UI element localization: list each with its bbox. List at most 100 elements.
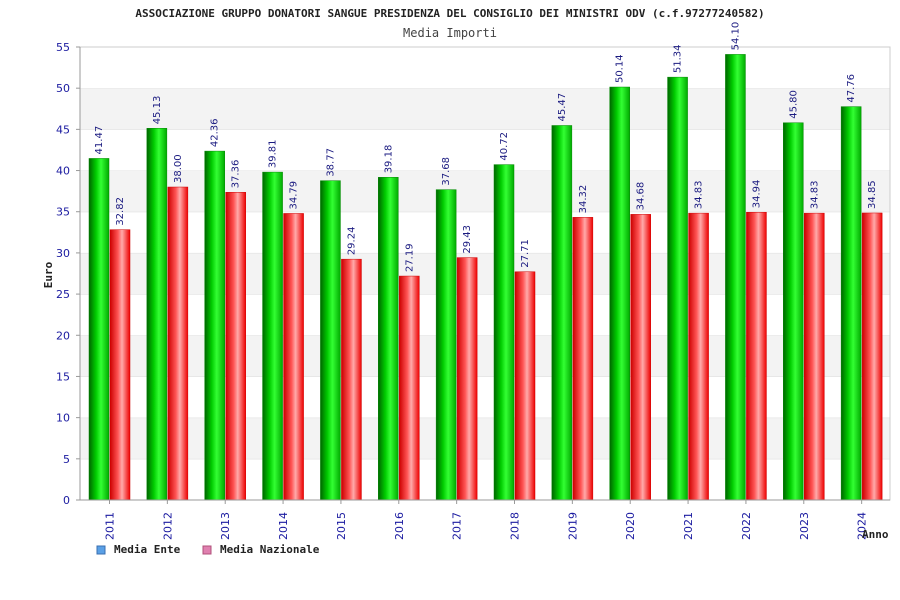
y-axis-label: Euro: [42, 261, 55, 288]
bar-media-nazionale-2020: [630, 214, 651, 501]
bar-media-ente-2013: [204, 150, 225, 501]
grid-band: [80, 211, 890, 253]
bar-media-ente-2017: [435, 189, 457, 501]
y-axis: 0 5 10 15 20 25 30 35 40 45 50 55: [56, 41, 81, 507]
chart-subtitle: Media Importi: [403, 26, 497, 40]
y-tick-label: 40: [56, 165, 70, 178]
bars: 41.47 32.82 45.13 38.00 42.36 37.36 39.81 34.79…: [88, 22, 883, 501]
bar-media-nazionale-2018: [514, 271, 536, 501]
grid-band: [80, 129, 890, 171]
data-label: 40.72: [499, 132, 510, 161]
legend-label-media-ente: Media Ente: [114, 543, 181, 556]
data-label: 38.77: [325, 148, 336, 177]
data-label: 29.43: [462, 225, 473, 254]
x-tick-label: 2019: [566, 512, 579, 540]
bar-media-nazionale-2022: [746, 211, 767, 501]
grid-band: [80, 88, 890, 130]
data-label: 39.18: [383, 145, 394, 174]
data-label: 41.47: [94, 126, 105, 155]
x-tick-label: 2015: [335, 512, 348, 540]
data-label: 42.36: [210, 118, 221, 147]
bar-media-nazionale-2012: [167, 186, 189, 501]
legend-swatch-media-nazionale: [202, 545, 212, 555]
data-label: 37.68: [441, 157, 452, 186]
y-tick-label: 20: [56, 329, 70, 342]
grid-bands: [79, 46, 891, 501]
grid-band: [80, 170, 890, 212]
grid-band: [80, 417, 890, 459]
y-tick-label: 45: [56, 123, 70, 136]
bar-media-ente-2016: [378, 177, 399, 501]
y-tick-label: 5: [63, 453, 70, 466]
bar-media-nazionale-2014: [283, 213, 304, 501]
x-tick-label: 2014: [277, 512, 290, 540]
x-axis: 2011 2012 2013 2014 2015 2016 2017 2018 2019 2020…: [80, 499, 890, 540]
data-label: 54.10: [730, 22, 741, 51]
bar-media-ente-2018: [493, 164, 515, 501]
y-tick-label: 50: [56, 82, 70, 95]
y-tick-label: 10: [56, 412, 70, 425]
legend: Media Ente Media Nazionale: [96, 543, 320, 556]
bar-media-ente-2011: [88, 158, 110, 501]
y-tick-label: 30: [56, 247, 70, 260]
data-label: 34.85: [867, 180, 878, 209]
bar-media-ente-2015: [320, 180, 341, 501]
bar-media-ente-2022: [725, 54, 746, 501]
data-label: 29.24: [346, 227, 357, 256]
legend-swatch-media-ente: [96, 545, 106, 555]
grid-band: [80, 335, 890, 377]
x-tick-label: 2020: [624, 512, 637, 540]
data-label: 39.81: [268, 139, 279, 168]
x-tick-label: 2016: [393, 512, 406, 540]
data-label: 45.13: [152, 96, 163, 125]
data-label: 45.80: [788, 90, 799, 119]
y-tick-label: 25: [56, 288, 70, 301]
grid-band: [80, 252, 890, 295]
x-tick-label: 2012: [161, 512, 174, 540]
x-tick-label: 2021: [682, 512, 695, 540]
data-label: 34.94: [751, 180, 762, 209]
bar-media-nazionale-2021: [688, 212, 709, 501]
bar-media-ente-2024: [840, 106, 862, 501]
bar-media-nazionale-2019: [572, 217, 594, 501]
bar-media-ente-2014: [262, 171, 283, 501]
data-label: 38.00: [173, 154, 184, 183]
data-label: 45.47: [557, 93, 568, 122]
data-label: 34.83: [694, 180, 705, 209]
data-label: 51.34: [673, 45, 684, 74]
y-tick-label: 35: [56, 206, 70, 219]
bar-media-ente-2020: [609, 86, 630, 501]
bar-media-nazionale-2016: [399, 275, 420, 501]
data-label: 27.19: [404, 243, 415, 272]
grid-band: [80, 376, 890, 418]
grid-band: [80, 294, 890, 336]
data-label: 37.36: [231, 160, 242, 189]
data-label: 34.79: [289, 181, 300, 210]
y-tick-label: 0: [63, 494, 70, 507]
data-label: 27.71: [520, 239, 531, 268]
x-tick-label: 2023: [798, 512, 811, 540]
bar-media-nazionale-2023: [804, 212, 825, 501]
bar-media-ente-2019: [551, 125, 573, 501]
grid-band: [80, 47, 890, 89]
data-label: 47.76: [846, 74, 857, 103]
bar-media-nazionale-2017: [456, 257, 478, 501]
chart-title: ASSOCIAZIONE GRUPPO DONATORI SANGUE PRES…: [135, 7, 764, 20]
data-label: 34.32: [578, 185, 589, 214]
y-tick-label: 15: [56, 370, 70, 383]
bar-media-nazionale-2024: [861, 212, 883, 501]
data-label: 34.68: [636, 182, 647, 211]
x-axis-label: Anno: [862, 528, 889, 541]
grid-band: [80, 458, 890, 500]
data-label: 32.82: [115, 197, 126, 226]
x-tick-label: 2018: [509, 512, 522, 540]
x-tick-label: 2022: [740, 512, 753, 540]
x-tick-label: 2013: [219, 512, 232, 540]
x-tick-label: 2017: [451, 512, 464, 540]
bar-media-nazionale-2013: [225, 192, 246, 501]
data-label: 34.83: [809, 180, 820, 209]
bar-media-nazionale-2011: [109, 229, 131, 501]
bar-media-ente-2012: [146, 128, 168, 501]
bar-media-nazionale-2015: [341, 258, 362, 501]
